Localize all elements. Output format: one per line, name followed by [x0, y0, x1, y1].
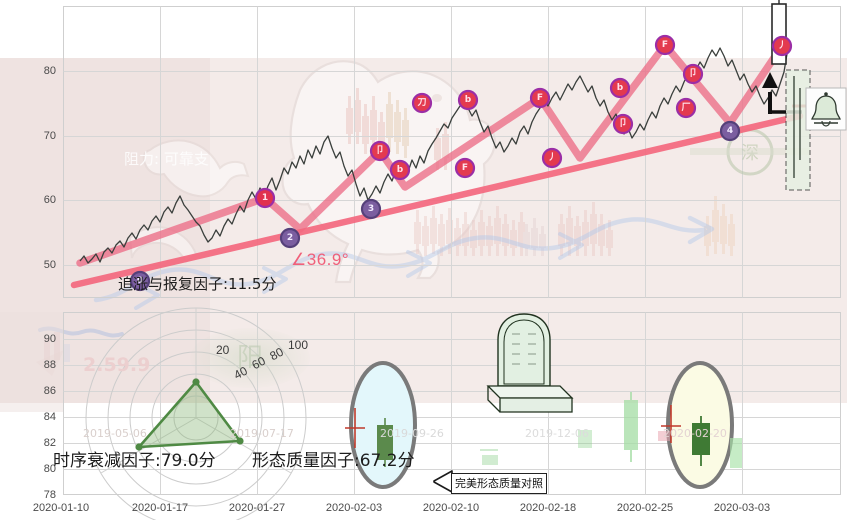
xtick-4: 2020-02-10	[422, 502, 480, 514]
ytick-top-80: 80	[43, 65, 56, 77]
xtick-7: 2020-03-03	[713, 502, 771, 514]
price-line	[79, 47, 789, 264]
ytick-bottom-86: 86	[43, 385, 56, 397]
ytick-bottom-90: 90	[43, 333, 56, 345]
ytick-bottom-80: 80	[43, 463, 56, 475]
ytick-top-70: 70	[43, 130, 56, 142]
elliott-wave-overlay	[76, 41, 786, 267]
xtick-5: 2020-02-18	[519, 502, 577, 514]
tombstone-icon	[486, 313, 574, 413]
arrow-left-icon	[433, 470, 453, 493]
xtick-6: 2020-02-25	[616, 502, 674, 514]
support-trendline	[70, 112, 804, 289]
bottom-tint	[0, 312, 63, 412]
xtick-2: 2020-01-27	[228, 502, 286, 514]
ytick-bottom-82: 82	[43, 437, 56, 449]
ytick-bottom-78: 78	[43, 489, 56, 501]
ytick-top-50: 50	[43, 259, 56, 271]
pattern-quality-factor-label: 形态质量因子:67.2分	[252, 451, 415, 471]
xtick-0: 2020-01-10	[32, 502, 90, 514]
ytick-top-60: 60	[43, 194, 56, 206]
svg-text:深: 深	[741, 143, 759, 164]
bell-icon	[805, 87, 847, 131]
wave-markers	[129, 34, 793, 292]
quality-radar: 阳	[85, 307, 310, 520]
angle-annotation: ∠36.9°	[291, 250, 350, 269]
xtick-3: 2020-02-03	[325, 502, 383, 514]
radar-tick-100: 100	[288, 338, 309, 352]
ytick-bottom-84: 84	[43, 411, 56, 423]
ytick-bottom-88: 88	[43, 359, 56, 371]
xtick-1: 2020-01-17	[131, 502, 189, 514]
perfect-pattern-compare-tag: 完美形态质量对照	[451, 473, 547, 494]
radar-tick-20: 20	[216, 343, 230, 357]
chase-revenge-factor-label: 追涨与报复因子:11.5分	[118, 275, 277, 293]
time-decay-factor-label: 时序衰减因子:79.0分	[53, 451, 216, 471]
top-panel-grid	[63, 6, 841, 298]
svg-text:阳: 阳	[237, 343, 263, 373]
watermark-ghost-candles	[346, 88, 735, 256]
bottom-candles	[345, 392, 742, 468]
